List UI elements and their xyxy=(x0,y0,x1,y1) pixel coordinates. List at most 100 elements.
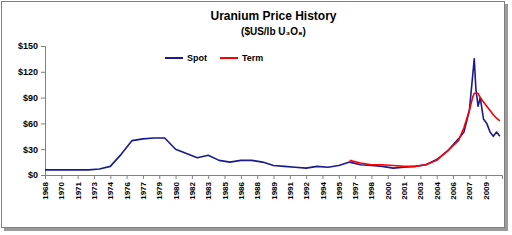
y-tick-label: $120 xyxy=(18,67,38,77)
x-tick-mark xyxy=(371,175,372,179)
x-tick-label: 2004 xyxy=(433,181,442,199)
x-tick-label: 1991 xyxy=(286,181,295,199)
y-tick: $150 xyxy=(18,41,45,51)
legend-item: Term xyxy=(220,53,263,63)
x-tick-mark xyxy=(388,175,389,179)
x-tick-label: 2009 xyxy=(482,181,491,199)
x-tick: 1992 xyxy=(302,175,311,200)
x-tick-mark xyxy=(61,175,62,179)
x-tick: 1971 xyxy=(74,175,83,200)
legend-swatch xyxy=(220,57,238,59)
x-tick-mark xyxy=(127,175,128,179)
legend-swatch xyxy=(165,57,183,59)
x-tick: 2000 xyxy=(384,175,393,200)
x-tick-mark xyxy=(290,175,291,179)
x-tick-mark xyxy=(306,175,307,179)
y-tick-mark xyxy=(41,46,45,47)
x-tick: 1986 xyxy=(237,175,246,200)
x-tick-label: 1979 xyxy=(155,181,164,199)
x-tick: 1977 xyxy=(139,175,148,200)
x-tick: 1979 xyxy=(155,175,164,200)
x-tick-label: 1985 xyxy=(221,181,230,199)
y-tick-mark xyxy=(41,175,45,176)
x-tick: 1980 xyxy=(172,175,181,200)
x-tick-label: 2001 xyxy=(400,181,409,199)
y-tick-label: $30 xyxy=(23,145,38,155)
x-tick: 1968 xyxy=(41,175,50,200)
y-tick-label: $90 xyxy=(23,93,38,103)
x-tick: 1974 xyxy=(106,175,115,200)
x-tick-label: 1988 xyxy=(253,181,262,199)
x-tick-mark xyxy=(159,175,160,179)
y-tick: $60 xyxy=(23,119,45,129)
series-line xyxy=(45,59,500,170)
x-tick-label: 2003 xyxy=(416,181,425,199)
plot-area xyxy=(45,59,500,170)
x-tick-mark xyxy=(192,175,193,179)
x-tick-mark xyxy=(404,175,405,179)
y-tick-mark xyxy=(41,72,45,73)
x-tick: 2006 xyxy=(449,175,458,200)
y-tick-mark xyxy=(41,98,45,99)
x-tick-label: 1994 xyxy=(319,181,328,199)
x-tick-label: 1970 xyxy=(57,181,66,199)
x-tick-mark xyxy=(453,175,454,179)
x-tick-mark xyxy=(322,175,323,179)
y-tick: $90 xyxy=(23,93,45,103)
x-tick: 1976 xyxy=(123,175,132,200)
x-tick-mark xyxy=(339,175,340,179)
x-tick: 2007 xyxy=(465,175,474,200)
x-tick: 1973 xyxy=(90,175,99,200)
x-tick: 1970 xyxy=(57,175,66,200)
x-axis-line xyxy=(46,176,503,180)
x-tick-mark xyxy=(110,175,111,179)
x-tick-label: 1989 xyxy=(270,181,279,199)
x-tick-label: 2006 xyxy=(449,181,458,199)
chart: Uranium Price History($US/lb U₃O₈)$0$30$… xyxy=(0,0,512,235)
legend-label: Spot xyxy=(187,53,207,63)
x-tick-label: 1977 xyxy=(139,181,148,199)
legend-item: Spot xyxy=(165,53,207,63)
y-tick: $0 xyxy=(28,170,45,180)
x-tick-label: 1980 xyxy=(172,181,181,199)
x-tick-label: 1968 xyxy=(41,181,50,199)
x-tick-mark xyxy=(274,175,275,179)
x-tick-label: 2000 xyxy=(384,181,393,199)
x-tick-mark xyxy=(469,175,470,179)
x-tick-label: 1974 xyxy=(106,181,115,199)
x-tick-mark xyxy=(176,175,177,179)
x-tick-label: 1976 xyxy=(123,181,132,199)
x-tick: 1995 xyxy=(335,175,344,200)
x-tick: 1983 xyxy=(204,175,213,200)
x-tick: 1997 xyxy=(351,175,360,200)
x-tick-label: 1986 xyxy=(237,181,246,199)
x-tick: 2004 xyxy=(433,175,442,200)
y-tick-label: $60 xyxy=(23,119,38,129)
x-tick-mark xyxy=(208,175,209,179)
x-tick-label: 1992 xyxy=(302,181,311,199)
y-axis-line xyxy=(41,47,46,176)
y-axis: $0 $30 $60 $90 $120 $150 xyxy=(18,41,46,180)
x-tick-label: 1997 xyxy=(351,181,360,199)
legend: Spot Term xyxy=(165,53,263,63)
x-tick: 1985 xyxy=(221,175,230,200)
x-tick-mark xyxy=(486,175,487,179)
x-tick: 1991 xyxy=(286,175,295,200)
x-tick: 2001 xyxy=(400,175,409,200)
x-tick-mark xyxy=(420,175,421,179)
y-tick: $30 xyxy=(23,145,45,155)
y-tick-label: $0 xyxy=(28,170,38,180)
x-tick-label: 1983 xyxy=(204,181,213,199)
x-tick-mark xyxy=(94,175,95,179)
x-tick-label: 1973 xyxy=(90,181,99,199)
x-tick: 2009 xyxy=(482,175,491,200)
x-tick-mark xyxy=(78,175,79,179)
x-tick-label: 1995 xyxy=(335,181,344,199)
x-tick-mark xyxy=(241,175,242,179)
x-tick-mark xyxy=(143,175,144,179)
x-tick-mark xyxy=(257,175,258,179)
x-tick: 1988 xyxy=(253,175,262,200)
x-tick: 1982 xyxy=(188,175,197,200)
y-tick-mark xyxy=(41,149,45,150)
x-tick-mark xyxy=(437,175,438,179)
